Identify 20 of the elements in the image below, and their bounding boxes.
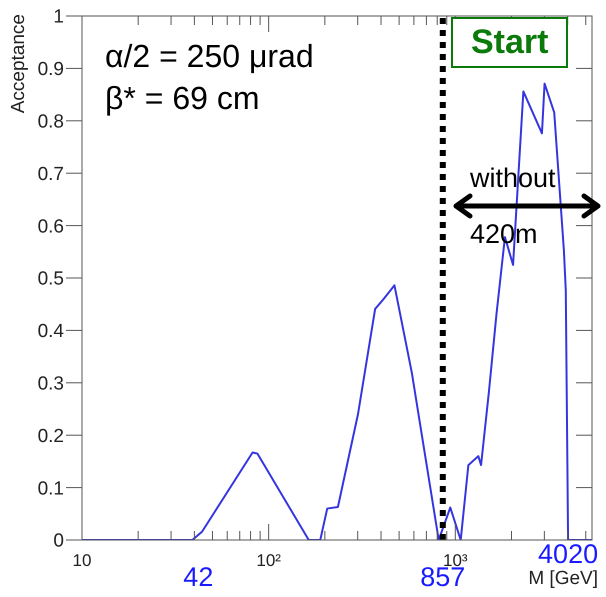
x-axis-title: M [GeV] [528,568,598,590]
annotation: α/2 = 250 μrad [105,38,314,75]
annotation: 4020 [538,539,598,570]
y-tick-label: 0.7 [38,164,64,185]
y-tick-label: 0 [53,530,64,552]
y-tick-label: 0.6 [38,216,64,238]
y-tick-label: 0.9 [38,59,64,80]
y-tick-label: 0.5 [38,268,64,290]
annotation: 42 [183,562,214,592]
y-tick-label: 0.8 [38,112,64,133]
y-tick-label: 0.3 [38,374,64,395]
y-tick-label: 0.2 [38,426,64,447]
y-axis-title: Acceptance [8,14,29,114]
annotation: Start [451,17,568,68]
y-tick-label: 1 [53,6,64,28]
x-tick-label: 10² [256,551,282,570]
x-tick-label: 10 [72,551,92,570]
y-tick-label: 0.1 [38,478,64,500]
annotation: β* = 69 cm [105,80,260,117]
y-tick-label: 0.4 [38,321,64,342]
